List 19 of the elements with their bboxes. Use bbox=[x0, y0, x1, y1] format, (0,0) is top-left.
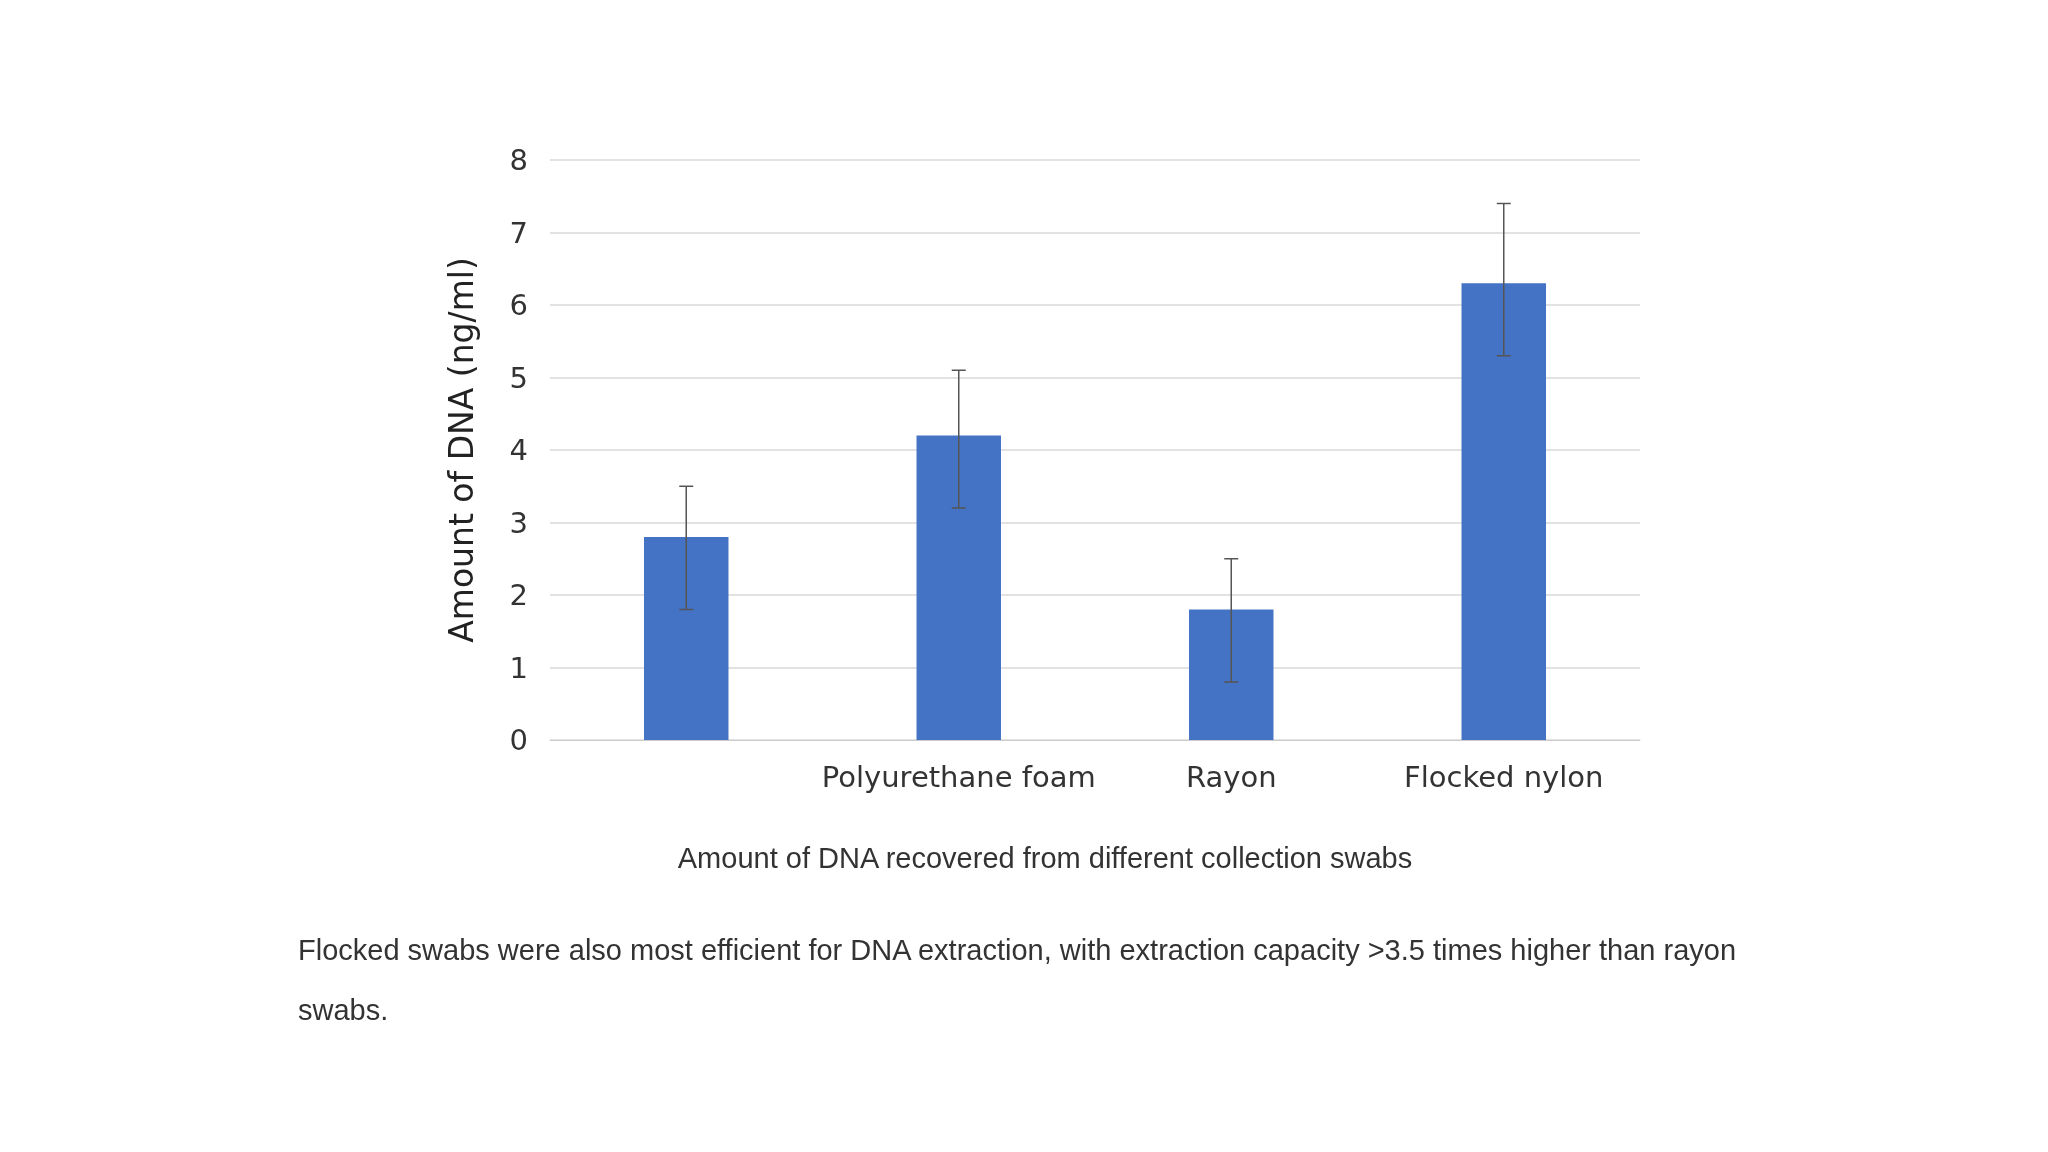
text: Amount of DNA recovered from different collection swabs bbox=[676, 842, 1414, 875]
bar bbox=[1461, 283, 1546, 740]
bar bbox=[916, 435, 1001, 740]
y-tick-label: 7 bbox=[509, 215, 528, 250]
bar bbox=[644, 537, 729, 740]
y-tick-label: 8 bbox=[509, 143, 528, 177]
text: Flocked swabs were also most efficient for DNA extraction, with extraction capacity >3.5 times higher than rayon swabs. bbox=[298, 933, 1738, 1028]
y-tick-label: 5 bbox=[509, 360, 528, 395]
x-tick-label: Polyurethane foam bbox=[821, 759, 1096, 794]
y-tick-label: 3 bbox=[509, 505, 528, 540]
x-tick-label: Flocked nylon bbox=[1404, 759, 1604, 794]
y-tick-label: 6 bbox=[509, 288, 528, 322]
y-axis-title: Amount of DNA (ng/ml) bbox=[442, 257, 481, 643]
y-tick-label: 2 bbox=[509, 578, 528, 612]
bar bbox=[1189, 609, 1274, 740]
y-tick-label: 0 bbox=[509, 723, 528, 757]
y-tick-label: 1 bbox=[509, 650, 528, 685]
y-tick-label: 4 bbox=[509, 433, 528, 467]
x-tick-label: Rayon bbox=[1185, 759, 1277, 794]
